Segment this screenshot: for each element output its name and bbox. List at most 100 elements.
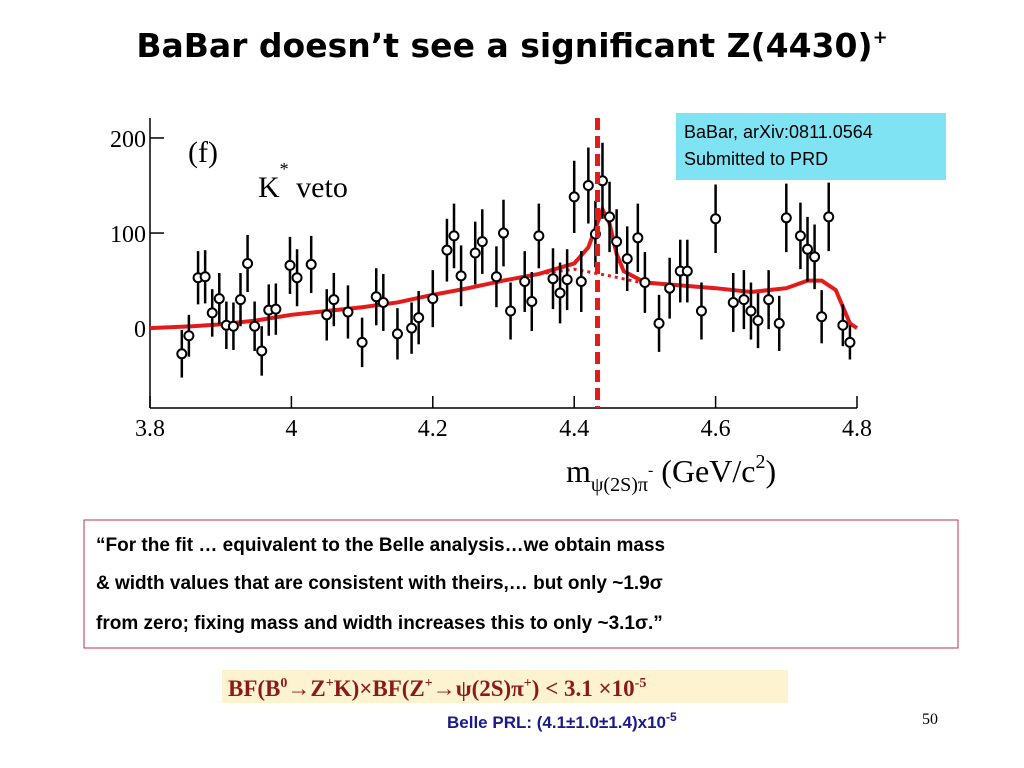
data-point (176, 348, 188, 360)
data-point (809, 251, 821, 263)
data-point (441, 244, 453, 256)
data-point (427, 293, 439, 305)
data-point (526, 296, 538, 308)
x-tick-label: 4.6 (701, 416, 731, 442)
x-title-part: (GeV/c (653, 453, 755, 489)
data-point (206, 307, 218, 319)
formula-part: BF(B (228, 676, 280, 701)
annotation-sup: * (280, 159, 289, 179)
data-point (377, 296, 389, 308)
data-point (773, 317, 785, 329)
formula-box (222, 670, 788, 703)
data-point (575, 276, 587, 288)
title-sup: + (873, 27, 888, 48)
data-point (823, 211, 835, 223)
annotation: K* veto (258, 159, 348, 204)
data-point (505, 305, 517, 317)
data-point (328, 294, 340, 306)
data-point (844, 336, 856, 348)
formula-sup: + (326, 676, 334, 691)
y-tick-label: 200 (110, 127, 146, 153)
data-point (391, 328, 403, 340)
title-text: BaBar doesn’t see a significant Z(4430) (136, 26, 872, 65)
x-title-part: m (566, 453, 591, 489)
data-point (242, 257, 254, 269)
data-point (183, 330, 195, 342)
data-point (547, 273, 559, 285)
data-point (213, 293, 225, 305)
data-point (780, 212, 792, 224)
data-point (342, 306, 354, 318)
x-title-sup: - (648, 462, 653, 479)
data-point (763, 294, 775, 306)
data-point (727, 296, 739, 308)
data-point (681, 265, 693, 277)
data-point (554, 287, 566, 299)
x-title-part: ) (765, 453, 776, 489)
data-point (321, 309, 333, 321)
data-point (568, 191, 580, 203)
data-point (234, 294, 246, 306)
data-point (837, 319, 849, 331)
data-point (455, 270, 467, 282)
data-point (490, 271, 502, 283)
data-point (199, 271, 211, 283)
x-tick-label: 4.4 (559, 416, 589, 442)
data-point (794, 230, 806, 242)
data-point (406, 322, 418, 334)
data-point (227, 320, 239, 332)
data-point (632, 232, 644, 244)
formula-part: →ψ(2S)π (433, 676, 524, 701)
data-point (370, 291, 382, 303)
quote-line: & width values that are consistent with … (96, 573, 663, 594)
formula-sup: 0 (280, 676, 287, 691)
reference-box (676, 113, 946, 180)
quote-box (83, 519, 959, 649)
annotation-part: veto (289, 171, 348, 204)
data-point (611, 236, 623, 248)
formula-part: ) < 3.1 ×10 (532, 676, 635, 701)
page-number: 50 (922, 711, 938, 728)
quote-line: “For the fit … equivalent to the Belle a… (96, 535, 665, 556)
quote-line: from zero; fixing mass and width increas… (96, 613, 663, 634)
data-point (604, 211, 616, 223)
data-point (695, 305, 707, 317)
data-point (256, 345, 268, 357)
belle-text: Belle PRL: (4.1±1.0±1.4)x10 (447, 713, 666, 732)
slide-title: BaBar doesn’t see a significant Z(4430)+ (136, 26, 887, 65)
data-point (816, 311, 828, 323)
data-point (802, 243, 814, 255)
belle-result: Belle PRL: (4.1±1.0±1.4)x10-5 (447, 710, 677, 732)
reference-line: BaBar, arXiv:0811.0564 (684, 122, 873, 142)
reference-line: Submitted to PRD (684, 149, 828, 169)
data-point (710, 213, 722, 225)
data-point (533, 230, 545, 242)
data-point (621, 253, 633, 265)
plot: 3.8 4 4.2 4.4 4.6 4.8 0 100 200 (f) K* veto mψ(2S)π… (110, 118, 872, 496)
data-point (745, 305, 757, 317)
data-point (664, 282, 676, 294)
data-point (498, 227, 509, 239)
data-point (738, 294, 750, 306)
formula-sup: + (524, 676, 532, 691)
data-point (249, 320, 261, 332)
formula-sup: + (425, 676, 433, 691)
data-point (519, 276, 531, 288)
data-point (305, 258, 317, 270)
panel-label: (f) (188, 136, 218, 169)
data-point (270, 303, 282, 315)
x-title-sup: 2 (755, 451, 765, 473)
data-point (752, 315, 764, 327)
x-tick-label: 4 (285, 416, 297, 442)
data-point (653, 317, 665, 329)
belle-sup: -5 (666, 710, 677, 724)
data-point (291, 272, 303, 284)
annotation-part: K (258, 171, 280, 204)
x-title-sub: ψ(2S)π (591, 474, 648, 496)
x-tick-label: 3.8 (135, 416, 165, 442)
data-point (639, 276, 651, 288)
y-tick-label: 0 (134, 317, 146, 343)
data-point (469, 247, 481, 259)
y-tick-label: 100 (110, 222, 146, 248)
